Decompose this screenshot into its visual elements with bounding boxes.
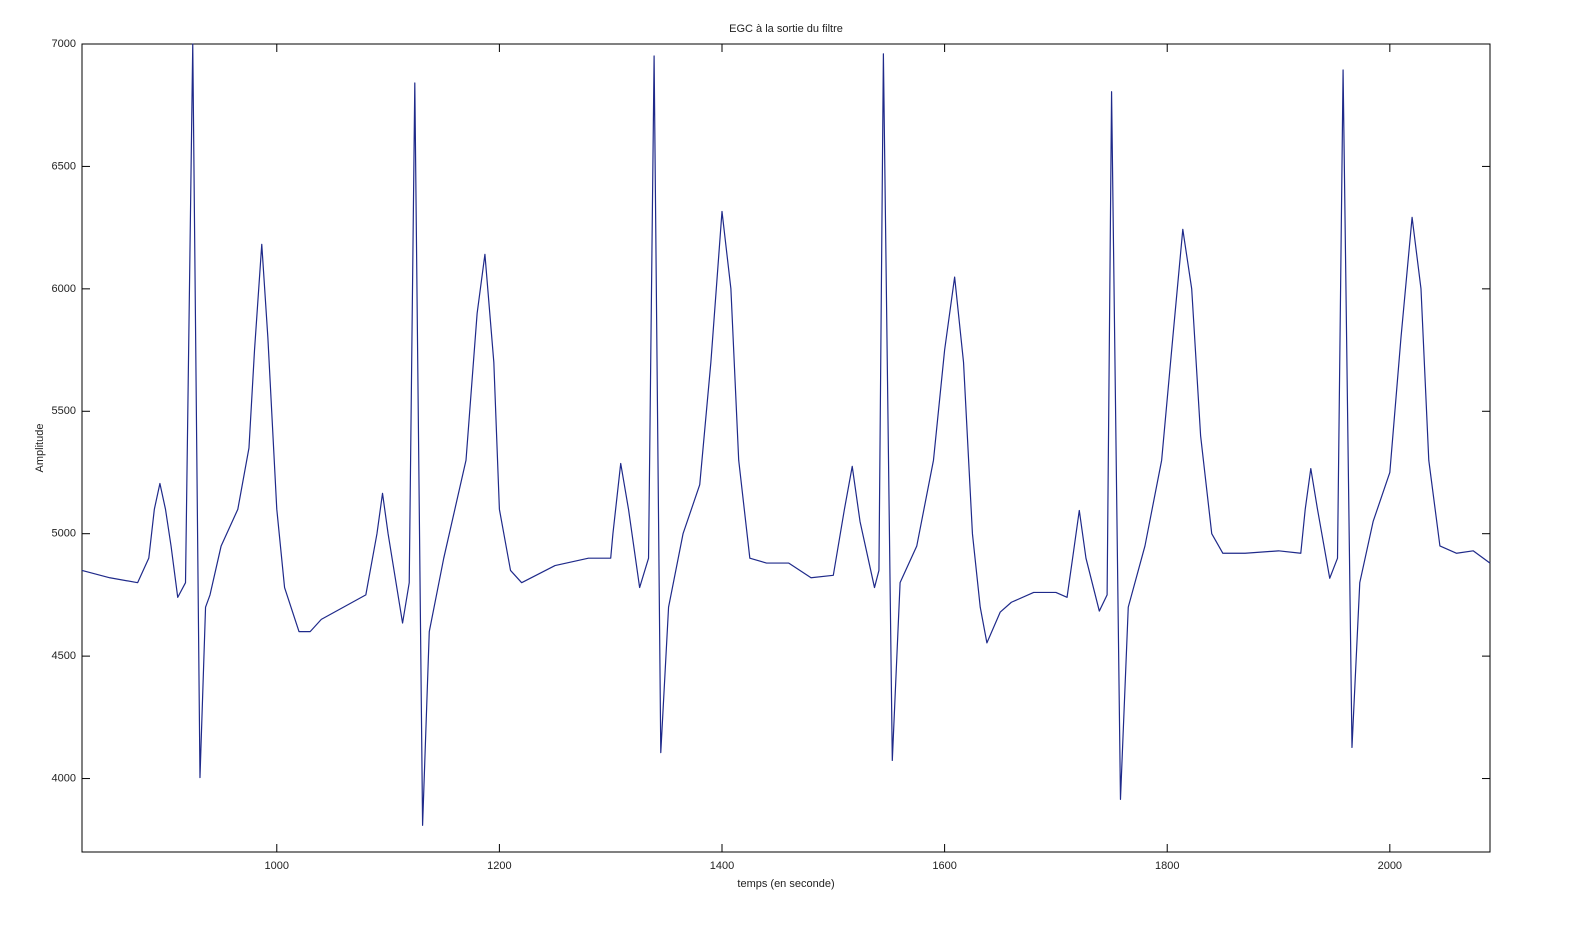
chart-title: EGC à la sortie du filtre (729, 23, 843, 35)
plot-frame (81, 43, 1491, 853)
y-tick-label: 5500 (52, 405, 76, 417)
ecg-line (81, 43, 1491, 826)
x-tick-label: 1000 (265, 860, 289, 872)
y-axis-label: Amplitude (34, 424, 46, 473)
y-tick-label: 5000 (52, 528, 76, 540)
x-tick-label: 1600 (932, 860, 956, 872)
x-axis-label: temps (en seconde) (737, 878, 834, 890)
y-tick-label: 6500 (52, 160, 76, 172)
x-tick-label: 1800 (1155, 860, 1179, 872)
x-tick-label: 1400 (710, 860, 734, 872)
y-tick-label: 7000 (52, 38, 76, 50)
x-tick-label: 2000 (1378, 860, 1402, 872)
y-tick-label: 6000 (52, 283, 76, 295)
y-tick-label: 4500 (52, 650, 76, 662)
x-tick-label: 1200 (487, 860, 511, 872)
y-tick-label: 4000 (52, 772, 76, 784)
